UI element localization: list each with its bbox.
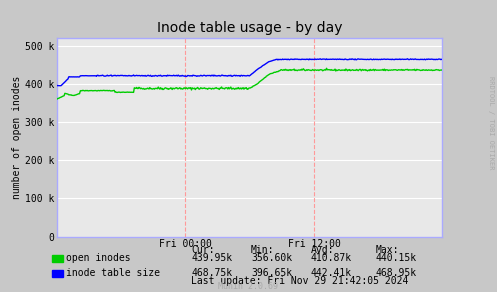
Text: RRDTOOL / TOBI OETIKER: RRDTOOL / TOBI OETIKER <box>488 76 494 169</box>
Y-axis label: number of open inodes: number of open inodes <box>12 76 22 199</box>
Text: Max:: Max: <box>375 245 399 255</box>
Text: 356.60k: 356.60k <box>251 253 292 263</box>
Text: 410.87k: 410.87k <box>311 253 352 263</box>
Text: 440.15k: 440.15k <box>375 253 416 263</box>
Text: Min:: Min: <box>251 245 274 255</box>
Title: Inode table usage - by day: Inode table usage - by day <box>157 21 342 35</box>
Text: inode table size: inode table size <box>66 268 160 278</box>
Text: Last update: Fri Nov 29 21:42:05 2024: Last update: Fri Nov 29 21:42:05 2024 <box>191 276 409 286</box>
Text: 442.41k: 442.41k <box>311 268 352 278</box>
Text: 468.95k: 468.95k <box>375 268 416 278</box>
Text: Cur:: Cur: <box>191 245 215 255</box>
Text: Avg:: Avg: <box>311 245 334 255</box>
Text: 396.65k: 396.65k <box>251 268 292 278</box>
Text: open inodes: open inodes <box>66 253 130 263</box>
Text: Munin 2.0.69: Munin 2.0.69 <box>219 281 278 291</box>
Text: 439.95k: 439.95k <box>191 253 233 263</box>
Text: 468.75k: 468.75k <box>191 268 233 278</box>
